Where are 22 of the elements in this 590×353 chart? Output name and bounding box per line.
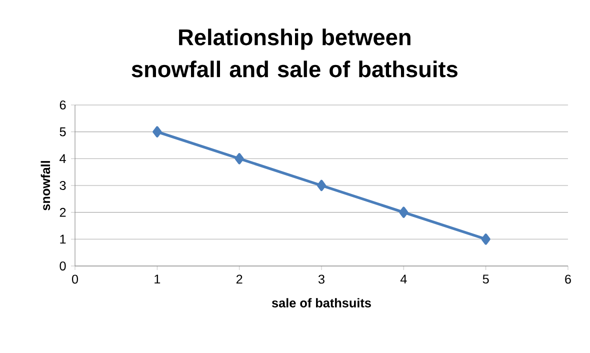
x-tick-label: 2 bbox=[236, 274, 242, 284]
y-tick-label: 0 bbox=[60, 262, 66, 270]
y-tick-label: 5 bbox=[60, 127, 66, 136]
x-tick-label: 1 bbox=[154, 274, 160, 284]
x-axis-title: sale of bathsuits bbox=[272, 298, 371, 308]
chart-title: Relationship between snowfall and sale of bathsuits bbox=[132, 28, 458, 78]
point bbox=[152, 126, 162, 138]
y-tick-label: 3 bbox=[60, 181, 66, 190]
x-tick-label: 0 bbox=[72, 274, 78, 284]
y-tick-label: 2 bbox=[60, 208, 66, 217]
x-tick-label: 4 bbox=[400, 274, 407, 284]
x-tick-label: 6 bbox=[565, 274, 571, 284]
y-tick-label: 4 bbox=[60, 154, 66, 164]
x-tick-label: 3 bbox=[318, 274, 324, 284]
point bbox=[316, 180, 326, 192]
point bbox=[481, 234, 490, 245]
y-tick-label: 1 bbox=[60, 234, 66, 244]
point bbox=[399, 206, 408, 218]
y-tick-label: 6 bbox=[60, 100, 66, 110]
point bbox=[234, 153, 244, 164]
x-tick-label: 5 bbox=[482, 274, 489, 284]
y-axis-title: snowfall bbox=[40, 161, 50, 210]
